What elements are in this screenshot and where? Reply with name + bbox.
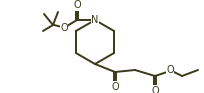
Text: O: O [73,0,80,10]
Text: O: O [151,86,158,93]
Text: O: O [165,65,173,75]
Text: N: N [91,15,98,25]
Text: O: O [60,23,68,33]
Text: O: O [111,82,118,92]
